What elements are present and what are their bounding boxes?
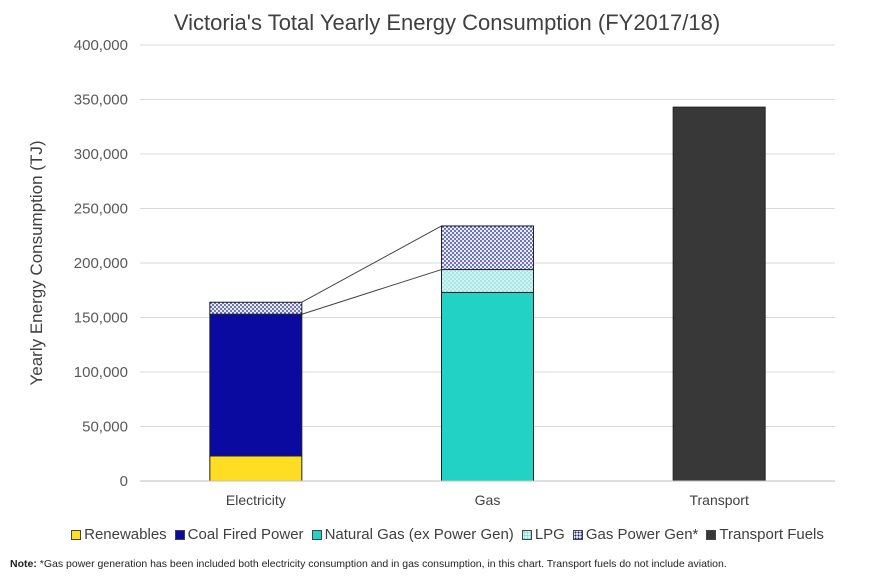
bar-segment: [441, 269, 534, 293]
connector-lines: [301, 225, 442, 315]
footnote-label: Note:: [10, 558, 37, 570]
legend-swatch: [174, 529, 185, 540]
bar-segment: [441, 225, 534, 271]
bar-segment: [209, 301, 303, 315]
bar-segment: [209, 455, 303, 482]
legend: Renewables Coal Fired Power Natural Gas (e…: [0, 526, 895, 543]
legend-item: Transport Fuels: [706, 526, 824, 543]
y-axis-label: Yearly Energy Consumption (TJ): [27, 140, 46, 385]
legend-label: Gas Power Gen*: [585, 526, 699, 543]
legend-swatch: [706, 529, 717, 540]
y-tick-label: 200,000: [74, 255, 128, 272]
y-axis-ticks: 0 50,000 100,000 150,000 200,000 250,000 300,0…: [74, 37, 128, 490]
legend-swatch: [71, 529, 82, 540]
y-tick-label: 150,000: [74, 310, 128, 327]
bar-segment: [672, 106, 766, 482]
x-tick-label: Gas: [475, 492, 501, 508]
legend-item: LPG: [521, 526, 565, 543]
connector-line: [301, 269, 442, 315]
chart: Victoria's Total Yearly Energy Consumpti…: [27, 10, 835, 508]
y-tick-label: 350,000: [74, 92, 128, 109]
legend-swatch: [311, 529, 322, 540]
x-tick-label: Transport: [689, 492, 749, 508]
y-tick-label: 100,000: [74, 364, 128, 381]
y-tick-label: 400,000: [74, 37, 128, 54]
chart-title: Victoria's Total Yearly Energy Consumpti…: [174, 10, 720, 35]
footnote: Note: *Gas power generation has been inc…: [10, 558, 727, 570]
y-tick-label: 250,000: [74, 201, 128, 218]
legend-item: Natural Gas (ex Power Gen): [311, 526, 514, 543]
bar-segment: [441, 291, 534, 482]
y-tick-label: 50,000: [82, 419, 128, 436]
connector-line: [301, 225, 442, 303]
x-axis-ticks: Electricity Gas Transport: [226, 492, 749, 508]
legend-label: Transport Fuels: [719, 526, 824, 543]
legend-label: Coal Fired Power: [187, 526, 304, 543]
legend-label: Renewables: [84, 526, 167, 543]
legend-item: Renewables: [71, 526, 167, 543]
legend-item: Coal Fired Power: [174, 526, 304, 543]
legend-item: Gas Power Gen*: [572, 526, 699, 543]
x-tick-label: Electricity: [226, 492, 286, 508]
footnote-text: *Gas power generation has been included …: [36, 558, 727, 570]
legend-label: Natural Gas (ex Power Gen): [324, 526, 514, 543]
bar-segment: [209, 313, 303, 457]
legend-swatch: [521, 529, 532, 540]
y-tick-label: 300,000: [74, 146, 128, 163]
y-tick-label: 0: [120, 473, 128, 490]
bars: [209, 106, 766, 482]
legend-swatch: [572, 529, 583, 540]
legend-label: LPG: [534, 526, 565, 543]
